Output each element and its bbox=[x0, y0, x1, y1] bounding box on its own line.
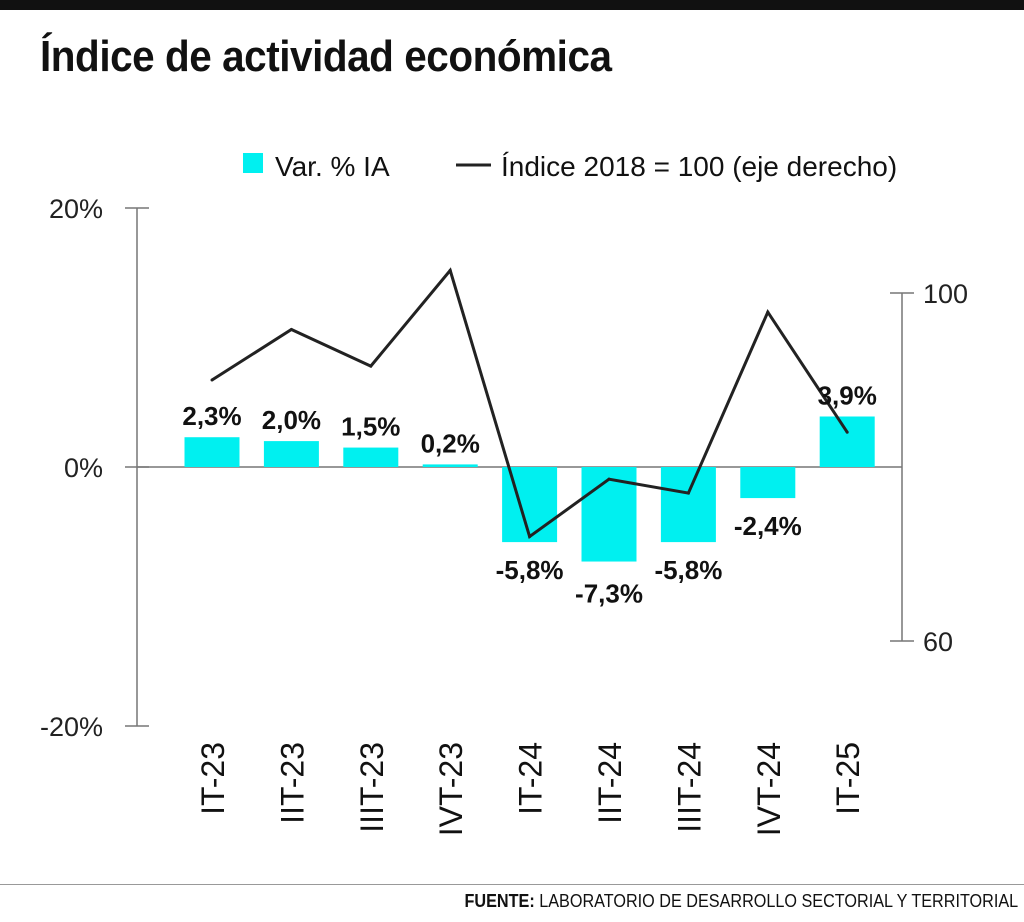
top-rule bbox=[0, 0, 1024, 10]
legend-line-label: Índice 2018 = 100 (eje derecho) bbox=[501, 151, 897, 182]
legend: Var. % IA Índice 2018 = 100 (eje derecho… bbox=[243, 151, 897, 182]
index-point-iiit-23 bbox=[369, 364, 373, 368]
index-point-iit-24 bbox=[607, 477, 611, 481]
right-axis-tick-label: 100 bbox=[923, 279, 968, 309]
bar-iiit-23 bbox=[343, 447, 399, 467]
index-point-iit-23 bbox=[289, 328, 293, 332]
category-label-iit-23: IIT-23 bbox=[274, 742, 310, 824]
chart-area: Var. % IA Índice 2018 = 100 (eje derecho… bbox=[40, 151, 968, 836]
left-axis-tick-label: -20% bbox=[40, 712, 103, 742]
data-label-it-23: 2,3% bbox=[182, 401, 241, 431]
bar-it-25 bbox=[819, 416, 875, 467]
legend-bar-label: Var. % IA bbox=[275, 151, 390, 182]
data-labels: 2,3% 2,0% 1,5% 0,2% -5,8% -7,3% -5,8% -2,4% 3,9% bbox=[182, 380, 876, 608]
category-label-ivt-23: IVT-23 bbox=[433, 742, 469, 836]
index-point-it-23 bbox=[210, 378, 214, 382]
index-point-it-24 bbox=[528, 535, 532, 539]
data-label-iiit-23: 1,5% bbox=[341, 412, 400, 442]
source-line: FUENTE: LABORATORIO DE DESARROLLO SECTOR… bbox=[464, 891, 1018, 912]
data-label-iiit-24: -5,8% bbox=[654, 555, 722, 585]
index-point-iiit-24 bbox=[686, 491, 690, 495]
source-text: LABORATORIO DE DESARROLLO SECTORIAL Y TE… bbox=[539, 891, 1018, 911]
category-label-iiit-23: IIIT-23 bbox=[354, 742, 390, 833]
data-label-iit-24: -7,3% bbox=[575, 579, 643, 609]
bar-ivt-23 bbox=[422, 464, 478, 467]
bar-it-23 bbox=[184, 437, 240, 467]
index-point-ivt-23 bbox=[448, 268, 452, 272]
axes: 20% 0% -20% 100 60 bbox=[40, 194, 968, 742]
index-point-it-25 bbox=[845, 430, 849, 434]
bar-it-24 bbox=[502, 467, 558, 543]
category-label-it-25: IT-25 bbox=[830, 742, 866, 815]
chart-title: Índice de actividad económica bbox=[40, 32, 612, 81]
right-axis-tick-label: 60 bbox=[923, 627, 953, 657]
category-labels: IT-23 IIT-23 IIIT-23 IVT-23 IT-24 IIT-24 IIIT-… bbox=[195, 742, 866, 836]
left-axis-tick-label: 0% bbox=[64, 453, 103, 483]
data-label-iit-23: 2,0% bbox=[262, 405, 321, 435]
data-label-ivt-23: 0,2% bbox=[421, 428, 480, 458]
category-label-ivt-24: IVT-24 bbox=[751, 742, 787, 836]
category-label-iiit-24: IIIT-24 bbox=[671, 742, 707, 833]
category-label-it-24: IT-24 bbox=[513, 742, 549, 815]
bar-ivt-24 bbox=[740, 467, 796, 499]
bars bbox=[184, 416, 875, 562]
footer-rule bbox=[0, 884, 1024, 885]
data-label-it-24: -5,8% bbox=[496, 555, 564, 585]
bar-iiit-24 bbox=[660, 467, 716, 543]
data-label-ivt-24: -2,4% bbox=[734, 511, 802, 541]
legend-bar-swatch bbox=[243, 153, 263, 173]
source-label: FUENTE: bbox=[464, 891, 535, 911]
bar-iit-23 bbox=[263, 441, 319, 467]
data-label-it-25: 3,9% bbox=[818, 380, 877, 410]
index-point-ivt-24 bbox=[766, 310, 770, 314]
index-line-layer bbox=[210, 267, 849, 540]
category-label-it-23: IT-23 bbox=[195, 742, 231, 815]
category-label-iit-24: IIT-24 bbox=[592, 742, 628, 824]
left-axis-tick-label: 20% bbox=[49, 194, 103, 224]
